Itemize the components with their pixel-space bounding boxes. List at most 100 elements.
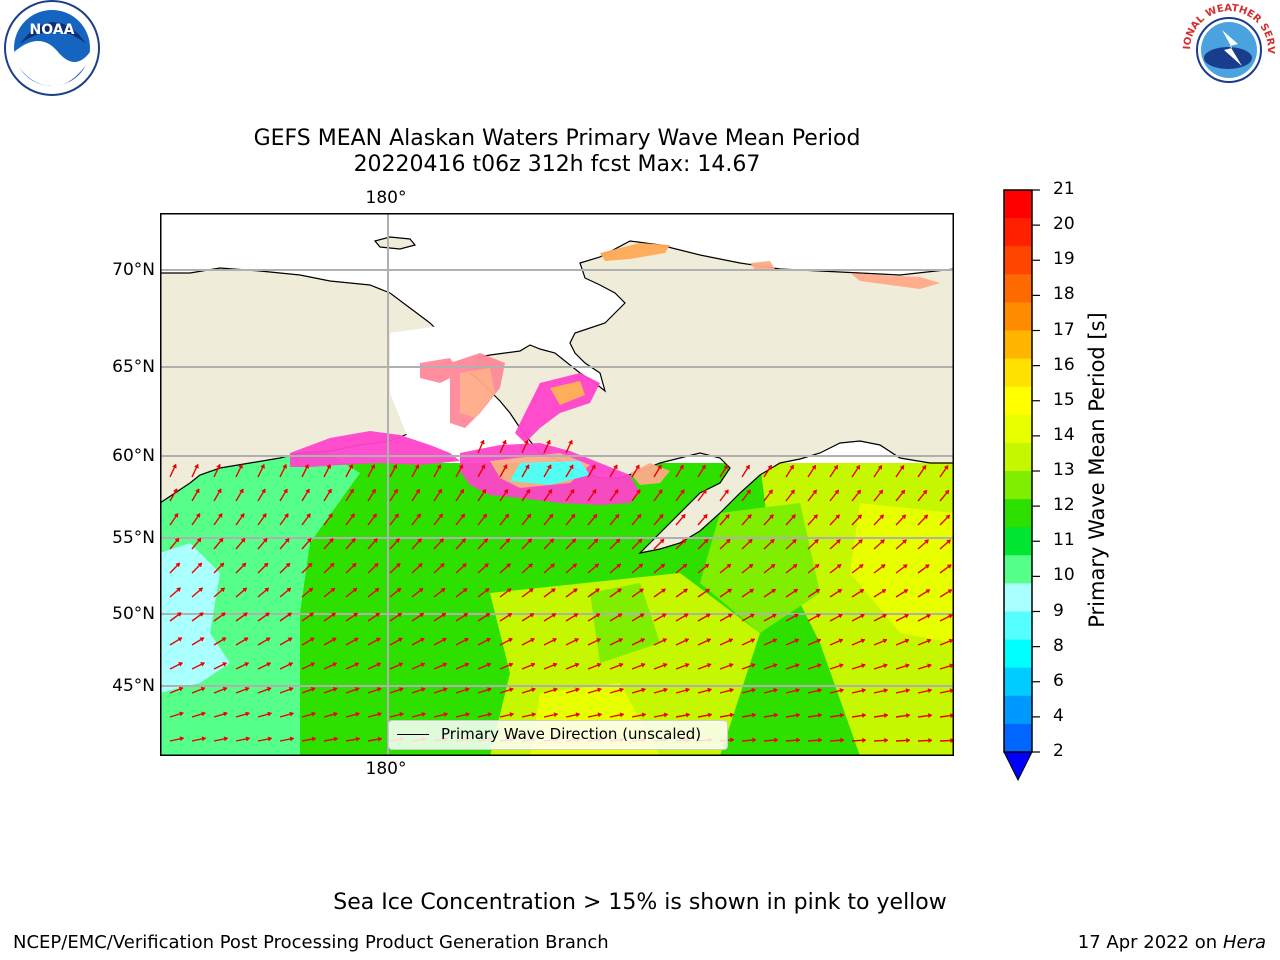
wave-arrow-head	[880, 564, 886, 569]
wave-arrow-head	[683, 588, 688, 594]
wave-arrow-head	[947, 589, 953, 594]
wave-arrow-head	[485, 613, 491, 618]
wave-arrow-head	[793, 613, 799, 619]
chart-subtitle: 20220416 t06z 312h fcst Max: 14.67	[353, 152, 761, 177]
wave-arrow-head	[857, 514, 862, 520]
wave-arrow-head	[568, 439, 573, 445]
colorbar-tick-label: 14	[1053, 424, 1075, 445]
wave-arrow-head	[902, 539, 907, 545]
wave-arrow-head	[200, 686, 206, 692]
wave-arrow-head	[921, 465, 927, 470]
wave-arrow-head	[353, 612, 358, 618]
wave-arrow-head	[751, 712, 757, 718]
wave-arrow-head	[440, 588, 446, 593]
colorbar-segment	[1004, 302, 1032, 331]
wave-arrow-head	[795, 712, 801, 718]
wave-arrow-head	[702, 489, 707, 495]
wave-arrow-head	[905, 663, 910, 669]
wave-arrow-head	[458, 464, 464, 470]
wave-arrow-head	[927, 688, 933, 694]
wave-arrow-head	[350, 513, 355, 519]
wave-arrow-head	[201, 736, 207, 742]
wave-arrow-head	[399, 711, 405, 717]
wave-arrow-head	[684, 638, 690, 643]
wave-arrow-head	[508, 637, 513, 643]
wave-arrow-head	[216, 463, 221, 469]
wave-arrow-head	[465, 687, 470, 693]
wave-arrow-head	[174, 537, 180, 543]
wave-arrow-head	[417, 563, 423, 568]
wave-arrow-head	[289, 711, 294, 717]
wave-arrow-head	[924, 564, 930, 569]
lat-label-45: 45°N	[112, 676, 155, 696]
wave-arrow-head	[614, 513, 620, 519]
wave-arrow-head	[419, 613, 425, 618]
wave-arrow-head	[730, 737, 735, 743]
wave-arrow-head	[925, 589, 931, 594]
wave-arrow-head	[420, 662, 426, 668]
wave-arrow-head	[752, 737, 757, 743]
wave-arrow-head	[663, 687, 668, 693]
wave-arrow-head	[750, 663, 756, 668]
wave-arrow-head	[197, 562, 203, 568]
wave-arrow-head	[701, 464, 706, 470]
wave-arrow-head	[748, 563, 754, 569]
wave-arrow-head	[592, 513, 598, 519]
wave-arrow-head	[198, 587, 203, 593]
wave-arrow-head	[636, 513, 642, 519]
wave-arrow-head	[288, 686, 294, 692]
wave-arrow-head	[463, 613, 469, 618]
wave-arrow-head	[418, 588, 424, 593]
wave-arrow-head	[635, 489, 641, 495]
wave-arrow-head	[618, 662, 624, 668]
wave-arrow-head	[200, 662, 205, 667]
wave-arrow-head	[220, 612, 226, 618]
wave-arrow-head	[679, 464, 684, 470]
wave-arrow-head	[377, 711, 383, 717]
wave-arrow-head	[376, 687, 382, 693]
wave-arrow-head	[396, 588, 402, 593]
colorbar-segment	[1004, 611, 1032, 641]
lat-label-55: 55°N	[112, 528, 155, 548]
wave-arrow-head	[217, 513, 223, 519]
sea-ice	[290, 243, 940, 505]
wave-arrow-head	[222, 686, 228, 692]
wave-arrow-head	[881, 589, 887, 594]
land-masses	[160, 236, 954, 554]
ice-note: Sea Ice Concentration > 15% is shown in …	[333, 890, 947, 915]
wave-arrow-head	[902, 564, 908, 569]
wave-arrow-head	[905, 688, 911, 694]
colorbar-tick-label: 2	[1053, 741, 1064, 761]
wave-arrow-head	[728, 638, 734, 644]
wave-arrow-head	[657, 489, 663, 495]
wave-arrow-head	[596, 638, 601, 643]
wave-arrow-head	[857, 539, 863, 544]
colorbar-tick-label: 8	[1053, 635, 1064, 656]
wave-arrow-head	[638, 563, 644, 569]
wave-arrow-head	[503, 488, 509, 494]
wave-arrow-head	[657, 464, 662, 470]
wave-arrow-head	[619, 712, 625, 718]
wave-arrow-head	[950, 737, 954, 744]
wave-arrow-head	[528, 563, 533, 569]
wave-arrow-head	[311, 711, 316, 717]
wave-arrow-head	[509, 712, 515, 718]
wave-arrow-head	[330, 587, 336, 593]
wave-arrow-head	[395, 563, 401, 568]
wave-arrow-head	[878, 489, 884, 495]
wave-arrow-head	[243, 637, 249, 642]
wave-arrow-head	[244, 686, 250, 692]
wave-arrow-head	[570, 513, 576, 519]
wave-arrow-head	[394, 513, 399, 519]
wave-arrow-head	[550, 588, 556, 593]
wave-arrow-head	[835, 539, 841, 544]
lon-label-bottom: 180°	[365, 759, 407, 779]
wave-arrow-head	[946, 564, 952, 569]
wave-arrow-head	[194, 488, 200, 494]
wave-arrow-head	[288, 662, 294, 667]
wave-arrow-head	[201, 711, 206, 717]
wave-arrow-head	[946, 539, 951, 545]
wave-arrow-head	[683, 613, 689, 619]
wave-arrow-head	[663, 712, 669, 718]
wave-arrow-head	[680, 489, 685, 495]
